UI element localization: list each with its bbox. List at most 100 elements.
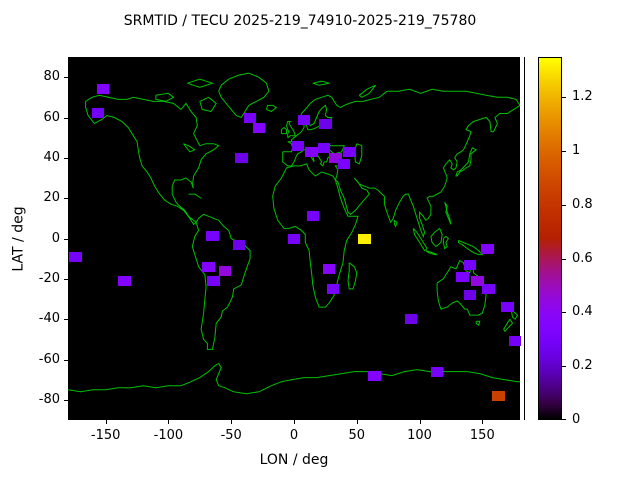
colorbar-tick-mark	[562, 258, 566, 260]
x-tick-label: -150	[90, 428, 121, 443]
heatmap-cell	[287, 233, 301, 244]
colorbar-tick-label: 0.4	[572, 304, 593, 320]
heatmap-cell	[319, 118, 332, 129]
coastline-path	[412, 228, 428, 252]
x-axis-title: LON / deg	[259, 452, 329, 468]
heatmap-cell	[463, 259, 477, 270]
colorbar-tick-mark	[562, 204, 566, 206]
y-tick-mark	[64, 198, 68, 200]
y-tick-label: 40	[43, 149, 60, 165]
heatmap-cell	[206, 231, 219, 242]
colorbar-tick-mark	[562, 366, 566, 368]
coastline-path	[188, 193, 202, 199]
coastline-path	[444, 201, 452, 225]
coastline-path	[393, 219, 398, 228]
coastline-path	[430, 227, 443, 248]
coastline-path	[455, 147, 478, 177]
heatmap-cell	[471, 275, 484, 286]
heatmap-cell	[317, 142, 331, 153]
coastline-path	[85, 94, 220, 226]
heatmap-cell	[291, 140, 305, 151]
coastline-path	[358, 84, 376, 98]
coastline-path	[510, 308, 519, 320]
colorbar-tick-mark	[562, 151, 566, 153]
y-tick-mark	[64, 157, 68, 159]
y-tick-label: -60	[38, 351, 60, 367]
x-tick-label: -100	[153, 428, 184, 443]
heatmap-cell	[322, 263, 336, 274]
x-tick-label: 100	[407, 428, 432, 443]
heatmap-cell	[337, 158, 351, 169]
x-tick-label: 0	[289, 428, 299, 443]
coastline-path	[436, 260, 487, 316]
y-tick-label: -40	[38, 311, 60, 327]
y-tick-label: 80	[43, 69, 60, 85]
heatmap-cell	[91, 108, 105, 119]
coastline-path	[312, 80, 330, 86]
plot-right-frame-line	[524, 57, 525, 420]
coastline-path	[475, 320, 481, 327]
heatmap-cell	[69, 251, 82, 262]
colorbar-tick-label: 1	[572, 143, 581, 159]
y-tick-mark	[64, 77, 68, 79]
coastline-path	[280, 126, 287, 135]
heatmap-cell	[492, 390, 505, 401]
y-tick-mark	[64, 319, 68, 321]
colorbar-tick-label: 0.6	[572, 250, 593, 266]
heatmap-cell	[329, 152, 342, 163]
heatmap-cell	[96, 84, 110, 95]
y-tick-label: -80	[38, 391, 60, 407]
plot-area	[68, 57, 522, 420]
heatmap-cell	[243, 112, 257, 123]
heatmap-cell	[235, 152, 248, 163]
coastline-path	[425, 250, 438, 256]
coastline-path	[187, 78, 215, 88]
x-tick-mark	[168, 420, 170, 424]
heatmap-cell	[501, 302, 514, 313]
heatmap-cell	[368, 370, 381, 381]
coastline-path	[285, 121, 296, 139]
coastline-path	[199, 96, 217, 113]
y-tick-mark	[64, 117, 68, 119]
y-tick-mark	[64, 399, 68, 401]
x-tick-mark	[482, 420, 484, 424]
x-tick-mark	[231, 420, 233, 424]
coastline-path	[183, 143, 196, 153]
heatmap-cell	[343, 146, 356, 157]
y-tick-label: 0	[51, 230, 60, 246]
heatmap-cell	[305, 146, 318, 157]
heatmap-cell	[456, 271, 469, 282]
coastline-path	[458, 240, 484, 256]
y-tick-label: 20	[43, 190, 60, 206]
coastline-path	[218, 72, 270, 119]
coastline-path	[503, 318, 514, 333]
heatmap-cell	[404, 314, 418, 325]
colorbar-tick-label: 0.8	[572, 196, 593, 212]
coastline-path	[442, 235, 450, 250]
heatmap-cell	[482, 283, 495, 294]
y-tick-label: 60	[43, 109, 60, 125]
x-tick-label: 150	[469, 428, 495, 443]
coastline-path	[68, 362, 520, 395]
x-tick-mark	[294, 420, 295, 424]
y-tick-label: -20	[38, 270, 60, 286]
x-tick-mark	[356, 420, 358, 424]
heatmap-cell	[297, 114, 311, 125]
colorbar-tick-mark	[562, 419, 566, 420]
y-tick-mark	[64, 278, 68, 280]
heatmap-cell	[118, 275, 131, 286]
coastline-path	[347, 262, 358, 290]
coastline-path	[191, 213, 251, 350]
coastline-path	[155, 92, 175, 102]
heatmap-cell	[252, 122, 266, 133]
world-coastline-map	[68, 72, 520, 395]
heatmap-cell	[508, 336, 522, 347]
heatmap-cell	[463, 289, 477, 300]
heatmap-cell	[306, 211, 320, 222]
heatmap-cell	[326, 283, 340, 294]
heatmap-cell	[207, 275, 220, 286]
coastline-path	[272, 163, 359, 308]
colorbar-tick-mark	[562, 97, 566, 99]
x-tick-mark	[419, 420, 421, 424]
